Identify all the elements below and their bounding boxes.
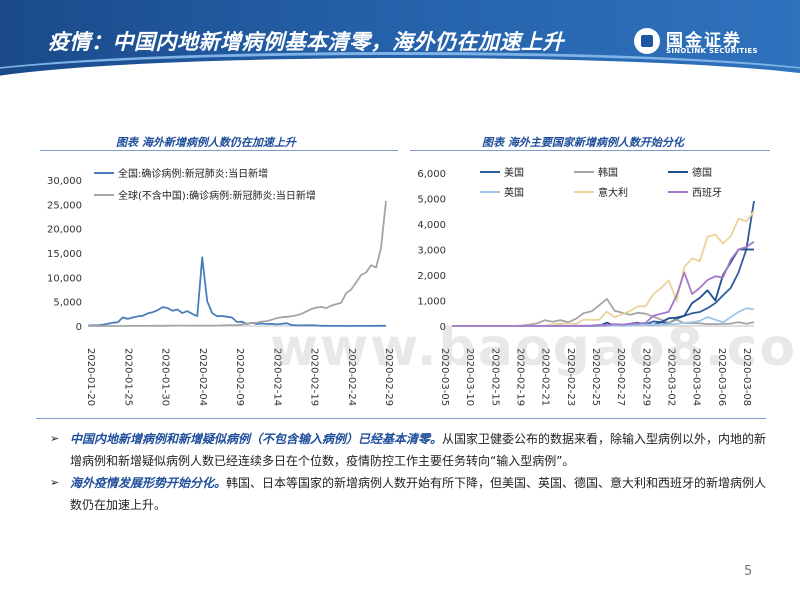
series-line [452, 200, 755, 327]
x-tick-label: 2020-03-10 [464, 348, 475, 406]
y-tick-label: 20,000 [47, 225, 82, 236]
y-tick-label: 5,000 [53, 298, 82, 309]
arrow-bullet-icon: ➢ [50, 432, 60, 445]
x-tick-label: 2020-02-23 [565, 348, 576, 406]
x-tick-label: 2020-02-15 [489, 348, 500, 406]
y-tick-label: 15,000 [47, 249, 82, 260]
series-line [452, 210, 755, 327]
x-tick-label: 2020-02-29 [640, 348, 651, 406]
legend-label: 全国:确诊病例:新冠肺炎:当日新增 [118, 167, 268, 180]
logo-mark-icon [634, 28, 660, 54]
chart2-title-rule [410, 150, 770, 151]
legend-label: 韩国 [598, 166, 618, 179]
x-tick-label: 2020-03-02 [666, 348, 677, 406]
x-tick-label: 2020-02-29 [383, 348, 394, 406]
chart2-title: 图表 海外主要国家新增病例人数开始分化 [482, 136, 684, 149]
chart1-title: 图表 海外新增病例人数仍在加速上升 [116, 136, 296, 149]
logo-text-cn: 国金证券 [666, 31, 742, 51]
legend-label: 意大利 [598, 186, 628, 199]
x-tick-label: 2020-02-04 [197, 348, 208, 406]
bullet-lead: 中国内地新增病例和新增疑似病例（不包含输入病例）已经基本清零。 [70, 432, 443, 446]
y-tick-label: 6,000 [417, 169, 446, 180]
y-tick-label: 25,000 [47, 200, 82, 211]
x-tick-label: 2020-02-19 [515, 348, 526, 406]
x-tick-label: 2020-02-19 [309, 348, 320, 406]
x-tick-label: 2020-03-05 [439, 348, 450, 406]
arrow-bullet-icon: ➢ [50, 476, 60, 489]
chart1-title-rule [40, 150, 398, 151]
x-tick-label: 2020-01-20 [85, 348, 96, 406]
y-tick-label: 5,000 [417, 195, 446, 206]
commentary: ➢ 中国内地新增病例和新增疑似病例（不包含输入病例）已经基本清零。从国家卫健委公… [50, 428, 770, 516]
legend-label: 美国 [504, 166, 524, 179]
x-tick-label: 2020-02-25 [590, 348, 601, 406]
company-logo: 国金证券 SINOLINK SECURITIES [634, 24, 794, 60]
x-tick-label: 2020-02-24 [346, 348, 357, 406]
y-tick-label: 0 [76, 322, 82, 333]
y-tick-label: 1,000 [417, 297, 446, 308]
legend-label: 全球(不含中国):确诊病例:新冠肺炎:当日新增 [118, 189, 316, 202]
bullet-text: 韩国、日本等国家的新增病例人数开始有所下降，但美国、英国、德国、意大利和西班牙的… [70, 476, 767, 512]
y-tick-label: 10,000 [47, 273, 82, 284]
legend-label: 英国 [504, 186, 524, 199]
x-tick-label: 2020-01-30 [160, 348, 171, 406]
watermark: www.baogao8.com [270, 318, 800, 378]
y-tick-label: 2,000 [417, 271, 446, 282]
bullet-item: ➢ 中国内地新增病例和新增疑似病例（不包含输入病例）已经基本清零。从国家卫健委公… [50, 428, 770, 472]
chart2-svg: 0 1,000 2,000 3,000 4,000 5,000 6,000 2020-03-0… [417, 166, 755, 406]
series-line [88, 200, 387, 327]
page-number: 5 [744, 564, 753, 579]
y-tick-label: 30,000 [47, 176, 82, 187]
series-line [452, 241, 755, 327]
bullet-text: 从国家卫健委公布的数据来看，除输入型病例以外，内地的新增病例和新增疑似病例人数已… [70, 432, 767, 468]
page-title: 疫情：中国内地新增病例基本清零，海外仍在加速上升 [48, 30, 564, 54]
x-tick-label: 2020-02-21 [540, 348, 551, 406]
header-banner: 疫情：中国内地新增病例基本清零，海外仍在加速上升 国金证券 SINOLINK S… [0, 0, 800, 82]
bullet-lead: 海外疫情发展形势开始分化。 [70, 476, 227, 490]
x-tick-label: 2020-02-14 [271, 348, 282, 406]
y-tick-label: 0 [440, 322, 446, 333]
x-tick-label: 2020-03-08 [741, 348, 752, 406]
y-tick-label: 3,000 [417, 246, 446, 257]
x-tick-label: 2020-01-25 [122, 348, 133, 406]
header-swoosh-line [0, 52, 800, 82]
x-tick-label: 2020-02-27 [615, 348, 626, 406]
series-line [87, 256, 386, 327]
bullet-item: ➢ 海外疫情发展形势开始分化。韩国、日本等国家的新增病例人数开始有所下降，但美国… [50, 472, 770, 516]
legend-label: 德国 [692, 166, 712, 179]
logo-text-en: SINOLINK SECURITIES [666, 47, 758, 55]
section-divider [36, 418, 766, 419]
chart1-svg: 0 5,000 10,000 15,000 20,000 25,000 30,000 2020… [47, 167, 394, 406]
legend-label: 西班牙 [692, 187, 722, 199]
y-tick-label: 4,000 [417, 220, 446, 231]
x-tick-label: 2020-03-06 [716, 348, 727, 406]
x-tick-label: 2020-02-09 [234, 348, 245, 406]
x-tick-label: 2020-03-04 [691, 348, 702, 406]
